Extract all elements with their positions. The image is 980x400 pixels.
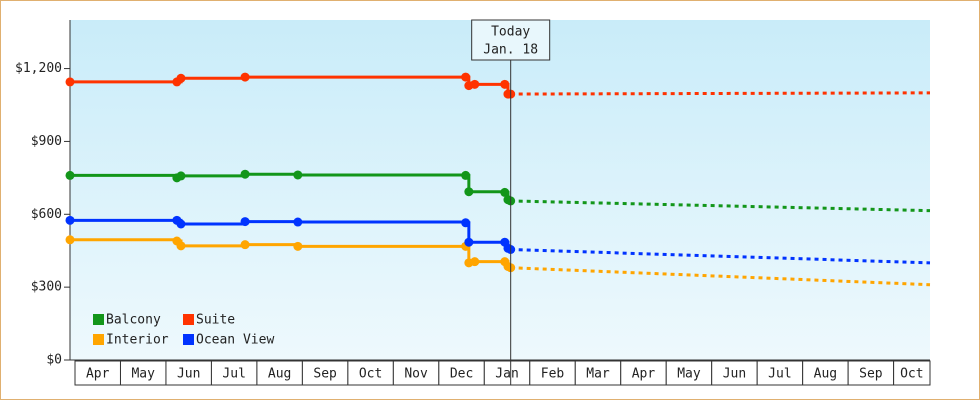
month-cell bbox=[210, 360, 258, 386]
x-tick-label: Dec bbox=[450, 367, 473, 382]
legend-swatch bbox=[183, 314, 194, 325]
month-cell bbox=[711, 360, 758, 386]
x-tick-label: Sep bbox=[313, 367, 337, 382]
legend-label: Ocean View bbox=[196, 333, 274, 348]
month-cell bbox=[119, 360, 167, 386]
legend-label: Balcony bbox=[106, 313, 161, 328]
today-date: Jan. 18 bbox=[483, 43, 538, 58]
x-tick-label: Jan bbox=[495, 367, 518, 382]
x-tick-label: Jun bbox=[723, 367, 746, 382]
point bbox=[240, 217, 250, 227]
month-cell bbox=[74, 360, 121, 386]
today-label: Today bbox=[491, 25, 530, 40]
today-box bbox=[471, 19, 551, 61]
point bbox=[240, 72, 250, 82]
plot-area bbox=[70, 20, 930, 360]
point bbox=[176, 219, 186, 229]
y-tick-label: $1,200 bbox=[15, 61, 62, 76]
point bbox=[293, 170, 303, 180]
point bbox=[240, 169, 250, 179]
legend-swatch bbox=[93, 314, 104, 325]
legend-swatch bbox=[183, 334, 194, 345]
point bbox=[500, 79, 510, 89]
x-tick-label: Jul bbox=[222, 367, 245, 382]
point bbox=[461, 72, 471, 82]
month-cell bbox=[256, 360, 303, 386]
month-cell bbox=[893, 360, 931, 386]
point bbox=[65, 77, 75, 87]
month-cell bbox=[392, 360, 440, 386]
point bbox=[464, 187, 474, 197]
point bbox=[240, 240, 250, 250]
x-tick-label: Mar bbox=[586, 367, 610, 382]
point bbox=[500, 187, 510, 197]
point bbox=[176, 171, 186, 181]
y-tick-label: $600 bbox=[31, 207, 62, 222]
y-tick-label: $900 bbox=[31, 134, 62, 149]
month-cell bbox=[483, 360, 531, 386]
month-cell bbox=[574, 360, 622, 386]
x-tick-label: Aug bbox=[268, 367, 291, 382]
x-tick-label: Sep bbox=[859, 367, 883, 382]
x-tick-label: Jun bbox=[177, 367, 200, 382]
point bbox=[176, 73, 186, 83]
x-tick-label: Oct bbox=[359, 367, 382, 382]
x-tick-label: Apr bbox=[86, 367, 110, 382]
legend-swatch bbox=[93, 334, 104, 345]
legend-label: Suite bbox=[196, 313, 235, 328]
point bbox=[293, 241, 303, 251]
point bbox=[470, 257, 480, 267]
x-tick-label: Jul bbox=[768, 367, 791, 382]
point bbox=[293, 217, 303, 227]
point bbox=[461, 170, 471, 180]
month-cell bbox=[756, 360, 804, 386]
x-tick-label: Feb bbox=[541, 367, 565, 382]
point bbox=[65, 235, 75, 245]
y-tick-label: $0 bbox=[46, 353, 62, 368]
legend-label: Interior bbox=[106, 333, 169, 348]
month-cell bbox=[165, 360, 212, 386]
x-tick-label: May bbox=[131, 367, 155, 382]
point bbox=[464, 237, 474, 247]
month-cell bbox=[620, 360, 667, 386]
y-tick-label: $300 bbox=[31, 280, 62, 295]
x-tick-label: Aug bbox=[814, 367, 837, 382]
x-tick-label: May bbox=[677, 367, 701, 382]
point bbox=[176, 241, 186, 251]
point bbox=[65, 170, 75, 180]
x-tick-label: Oct bbox=[900, 367, 923, 382]
point bbox=[470, 79, 480, 89]
x-tick-label: Apr bbox=[632, 367, 656, 382]
x-tick-label: Nov bbox=[404, 367, 428, 382]
point bbox=[461, 218, 471, 228]
forecast-line bbox=[510, 199, 931, 213]
forecast-line bbox=[510, 91, 931, 96]
point bbox=[65, 215, 75, 225]
month-cell bbox=[847, 360, 895, 386]
forecast-line bbox=[510, 266, 931, 287]
forecast-line bbox=[510, 248, 931, 265]
